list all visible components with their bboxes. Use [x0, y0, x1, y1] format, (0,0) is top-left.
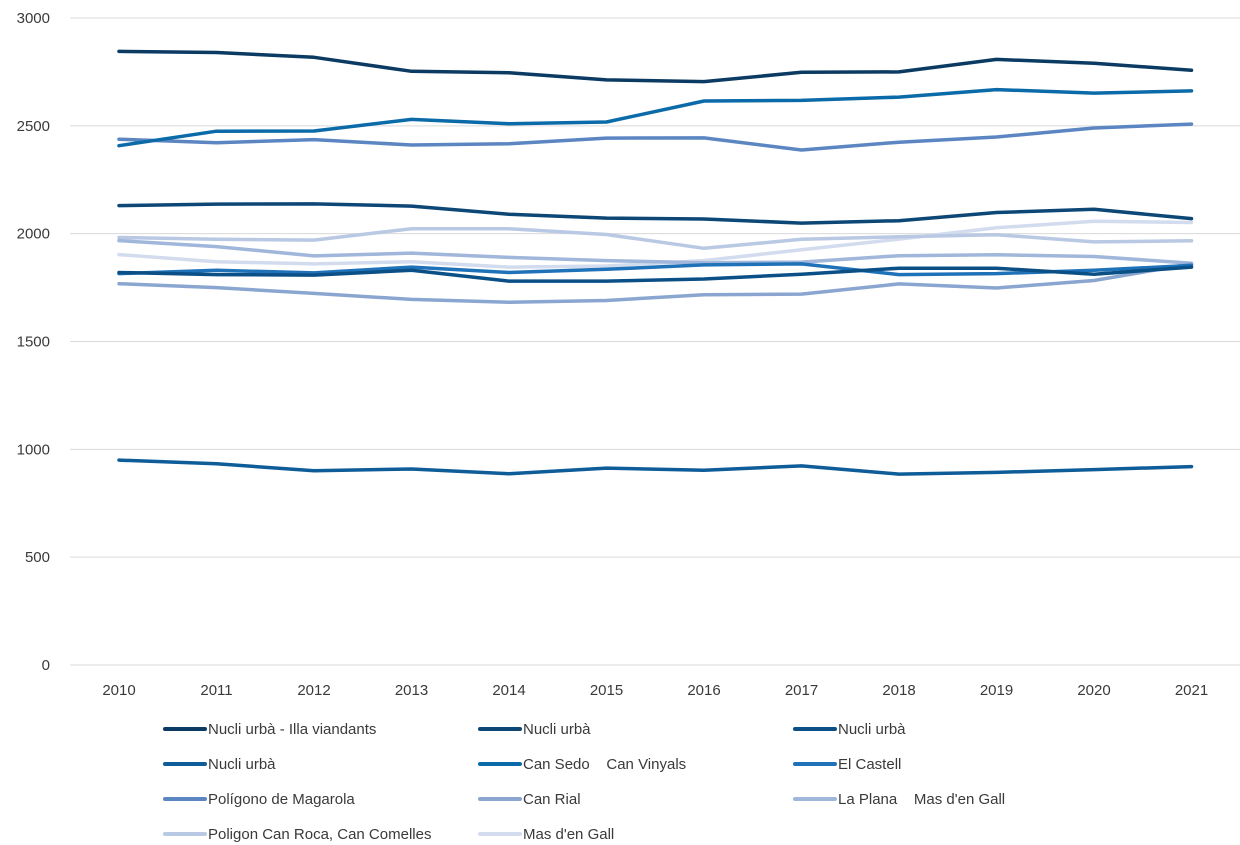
y-tick-label: 0: [42, 657, 50, 674]
x-tick-label: 2018: [882, 682, 915, 699]
series-line: [117, 265, 1194, 283]
y-tick-label: 500: [25, 549, 50, 566]
x-tick-label: 2013: [395, 682, 428, 699]
x-tick-label: 2020: [1077, 682, 1110, 699]
series-line: [117, 49, 1194, 84]
series-line: [117, 226, 1194, 251]
legend-item: Can Sedo Can Vinyals: [478, 756, 686, 773]
legend-item: Nucli urbà: [163, 756, 276, 773]
legend-label: El Castell: [838, 756, 901, 773]
legend-label: Can Sedo Can Vinyals: [523, 756, 686, 773]
legend-item: La Plana Mas d'en Gall: [793, 791, 1005, 808]
series-line: [117, 87, 1194, 148]
series-line: [117, 238, 1194, 265]
y-axis: 0 500 1000 1500 2000 2500 3000: [17, 10, 50, 674]
x-tick-label: 2011: [200, 682, 232, 699]
legend-item: El Castell: [793, 756, 901, 773]
legend-item: Poligon Can Roca, Can Comelles: [163, 826, 431, 843]
legend-label: Mas d'en Gall: [523, 826, 614, 843]
gridlines: [70, 17, 1240, 666]
legend-item: Can Rial: [478, 791, 581, 808]
legend-label: Nucli urbà: [208, 756, 276, 773]
series-line: [117, 262, 1194, 277]
x-tick-label: 2017: [785, 682, 818, 699]
y-tick-label: 1500: [17, 334, 50, 351]
x-tick-label: 2021: [1175, 682, 1208, 699]
series-lines: [117, 49, 1194, 476]
legend-item: Mas d'en Gall: [478, 826, 614, 843]
x-axis: 2010 2011 2012 2013 2014 2015 2016 2017 2018 2019…: [102, 682, 1208, 699]
legend-label: Nucli urbà - Illa viandants: [208, 721, 376, 738]
x-tick-label: 2019: [980, 682, 1013, 699]
x-tick-label: 2010: [102, 682, 135, 699]
y-tick-label: 1000: [17, 441, 50, 458]
series-line: [117, 262, 1194, 304]
legend-label: Can Rial: [523, 791, 581, 808]
legend-item: Nucli urbà - Illa viandants: [163, 721, 376, 738]
legend-item: Nucli urbà: [793, 721, 906, 738]
y-tick-label: 2000: [17, 226, 50, 243]
x-tick-label: 2014: [492, 682, 525, 699]
legend-label: Polígono de Magarola: [208, 791, 355, 808]
legend-label: Poligon Can Roca, Can Comelles: [208, 826, 431, 843]
series-line: [117, 202, 1194, 225]
series-line: [117, 458, 1194, 476]
y-tick-label: 3000: [17, 10, 50, 27]
legend-label: La Plana Mas d'en Gall: [838, 791, 1005, 808]
legend: Nucli urbà - Illa viandants Nucli urbà Nuc…: [163, 721, 1005, 843]
legend-item: Polígono de Magarola: [163, 791, 355, 808]
series-line: [117, 122, 1194, 152]
y-tick-label: 2500: [17, 118, 50, 135]
x-tick-label: 2016: [687, 682, 720, 699]
legend-label: Nucli urbà: [523, 721, 591, 738]
x-tick-label: 2015: [590, 682, 623, 699]
x-tick-label: 2012: [297, 682, 330, 699]
legend-label: Nucli urbà: [838, 721, 906, 738]
legend-item: Nucli urbà: [478, 721, 591, 738]
